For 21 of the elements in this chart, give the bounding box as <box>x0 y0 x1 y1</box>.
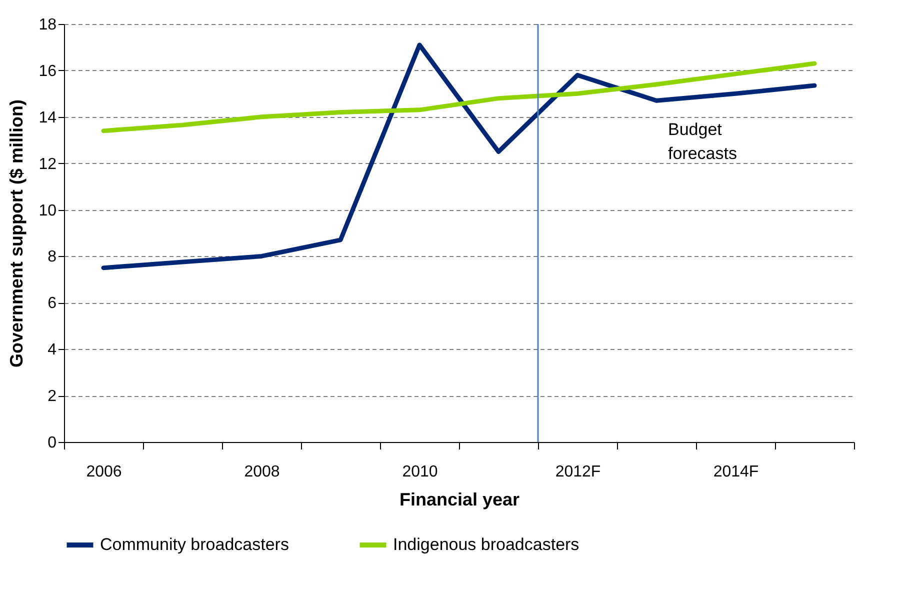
y-tick-label: 14 <box>38 109 57 126</box>
y-tick-label: 2 <box>48 388 57 406</box>
y-tick-label: 0 <box>48 434 57 452</box>
x-axis-title: Financial year <box>399 490 520 510</box>
legend-label: Indigenous broadcasters <box>393 535 580 554</box>
legend-label: Community broadcasters <box>100 535 289 554</box>
annotation: Budget forecasts <box>668 120 737 163</box>
line-series <box>101 42 817 270</box>
x-tick-label: 2014F <box>713 464 759 480</box>
y-axis-title: Government support ($ million) <box>6 99 27 368</box>
y-tick-label: 8 <box>48 248 57 266</box>
y-tick-label: 12 <box>38 156 57 173</box>
y-tick-label: 6 <box>48 295 57 312</box>
y-tick-label: 4 <box>48 342 57 359</box>
y-tick-label: 18 <box>38 16 57 34</box>
x-tick-label: 2012F <box>555 464 601 480</box>
x-tick-label: 2008 <box>244 464 280 480</box>
x-tick-label: 2010 <box>402 464 438 480</box>
x-tick-label: 2006 <box>86 464 122 480</box>
y-tick-label: 16 <box>38 62 57 80</box>
y-tick-label: 10 <box>38 202 57 220</box>
